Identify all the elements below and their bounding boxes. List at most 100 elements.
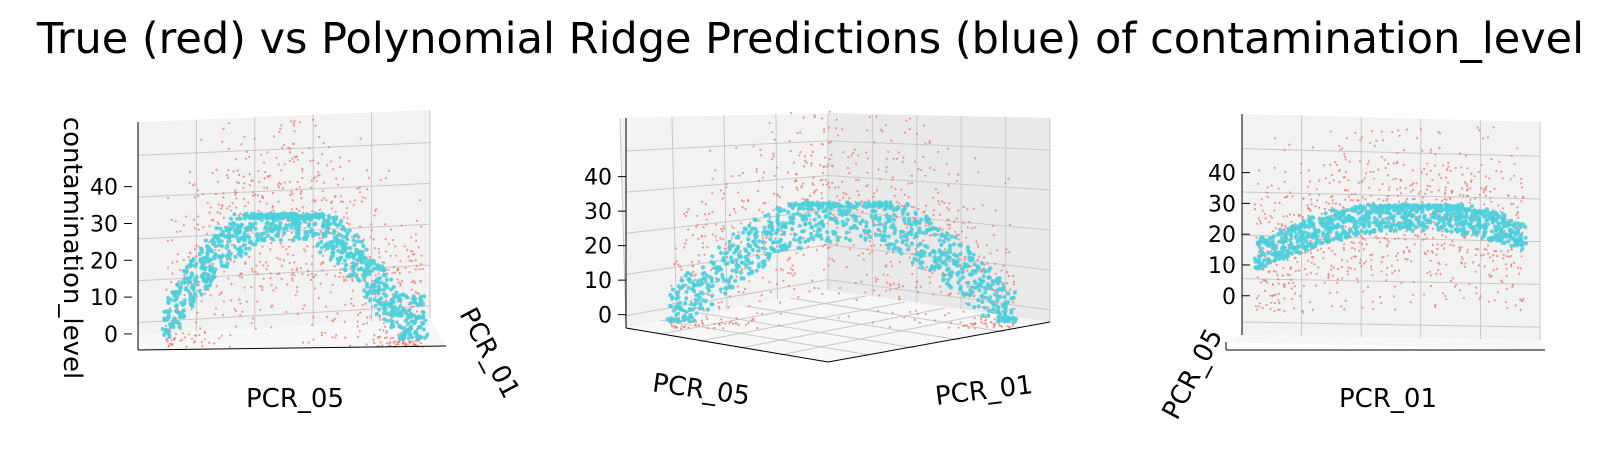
- pred-point: [766, 212, 771, 217]
- pred-point: [751, 239, 756, 244]
- pred-point: [417, 334, 422, 339]
- true-point: [761, 176, 765, 179]
- true-point: [414, 281, 417, 284]
- pred-point: [1348, 227, 1353, 232]
- true-point: [1263, 212, 1266, 216]
- pred-point: [241, 243, 247, 248]
- true-point: [1480, 254, 1483, 257]
- true-point: [747, 321, 750, 324]
- true-point: [704, 203, 708, 206]
- true-point: [962, 310, 965, 313]
- true-point: [228, 345, 231, 348]
- true-point: [1370, 259, 1373, 262]
- true-point: [1449, 198, 1452, 201]
- true-point: [1483, 265, 1486, 268]
- true-point: [1516, 206, 1519, 209]
- pred-point: [744, 263, 749, 268]
- true-point: [798, 154, 801, 157]
- true-point: [871, 250, 874, 253]
- true-point: [288, 261, 291, 265]
- pred-point: [175, 282, 180, 287]
- true-point: [1466, 251, 1469, 254]
- true-point: [734, 211, 737, 214]
- true-point: [241, 310, 244, 313]
- true-point: [279, 127, 282, 130]
- true-point: [907, 196, 910, 199]
- true-point: [291, 279, 294, 282]
- true-point: [886, 274, 889, 277]
- true-point: [290, 190, 293, 193]
- true-point: [914, 286, 918, 289]
- true-point: [237, 181, 241, 184]
- true-point: [855, 298, 858, 301]
- pred-point: [979, 294, 984, 299]
- pred-point: [190, 282, 195, 287]
- true-point: [1484, 194, 1487, 197]
- true-point: [302, 248, 306, 251]
- true-point: [291, 192, 294, 195]
- true-point: [265, 268, 268, 271]
- true-point: [829, 140, 833, 143]
- pred-point: [668, 319, 673, 324]
- pred-point: [359, 260, 364, 265]
- true-point: [1405, 230, 1408, 233]
- pred-point: [717, 245, 722, 250]
- pred-point: [303, 236, 309, 241]
- true-point: [389, 254, 392, 257]
- pred-point: [355, 239, 361, 244]
- true-point: [895, 287, 898, 290]
- true-point: [277, 200, 280, 203]
- pred-point: [741, 230, 746, 235]
- true-point: [719, 237, 722, 240]
- pred-point: [187, 279, 192, 284]
- true-point: [1419, 128, 1423, 131]
- true-point: [730, 237, 734, 240]
- true-point: [1347, 179, 1350, 182]
- true-point: [1393, 285, 1396, 288]
- pred-point: [870, 209, 875, 214]
- true-point: [975, 240, 978, 243]
- true-point: [313, 200, 316, 203]
- pred-point: [173, 304, 178, 309]
- true-point: [884, 124, 887, 127]
- true-point: [391, 271, 394, 274]
- true-point: [1277, 278, 1280, 281]
- pred-point: [676, 290, 681, 295]
- pred-point: [397, 293, 402, 298]
- true-point: [1489, 190, 1492, 193]
- pred-point: [976, 265, 982, 270]
- true-point: [350, 236, 353, 239]
- true-point: [1474, 253, 1477, 256]
- true-point: [835, 118, 838, 121]
- pred-point: [833, 231, 838, 236]
- true-point: [1516, 211, 1519, 214]
- true-point: [720, 321, 723, 324]
- true-point: [281, 234, 284, 237]
- true-point: [735, 275, 738, 278]
- pred-point: [354, 274, 359, 279]
- true-point: [900, 204, 904, 207]
- true-point: [1302, 197, 1305, 200]
- pred-point: [700, 271, 705, 276]
- true-point: [833, 260, 836, 263]
- pred-point: [203, 276, 208, 282]
- true-point: [761, 237, 765, 240]
- true-point: [854, 178, 858, 181]
- true-point: [379, 341, 382, 344]
- true-point: [238, 173, 241, 176]
- true-point: [1262, 247, 1265, 250]
- true-point: [1431, 178, 1434, 182]
- pred-point: [228, 216, 233, 221]
- pred-point: [897, 247, 903, 252]
- pred-point: [709, 279, 715, 284]
- true-point: [1365, 243, 1368, 246]
- pred-point: [321, 220, 326, 225]
- true-point: [845, 266, 849, 269]
- true-point: [281, 146, 284, 149]
- true-point: [410, 288, 413, 291]
- true-point: [410, 306, 413, 309]
- true-point: [1331, 305, 1334, 308]
- pred-point: [1000, 303, 1006, 308]
- true-point: [1328, 181, 1331, 184]
- true-point: [1320, 247, 1323, 250]
